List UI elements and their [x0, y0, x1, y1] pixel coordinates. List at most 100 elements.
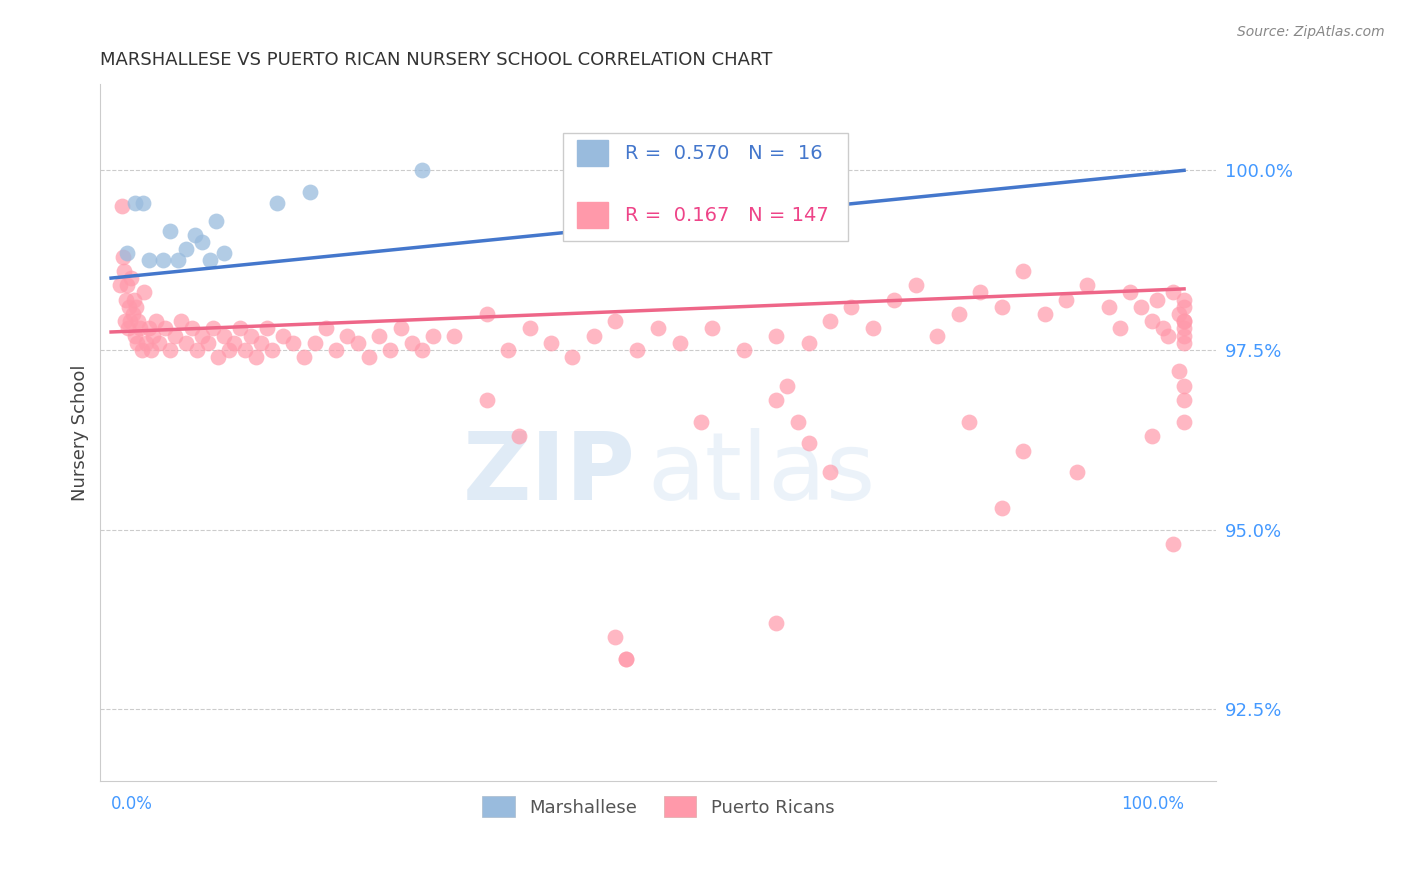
FancyBboxPatch shape [564, 133, 848, 241]
Point [776, 379, 799, 393]
Text: Source: ZipAtlas.com: Source: ZipAtlas.com [1237, 25, 1385, 39]
Point [1163, 537, 1185, 551]
Point [166, 253, 188, 268]
Point [152, 253, 174, 268]
Point [422, 328, 444, 343]
Point [475, 393, 498, 408]
Point [1140, 314, 1163, 328]
Point [325, 343, 347, 357]
Point [283, 335, 305, 350]
Point [582, 328, 605, 343]
Point [180, 321, 202, 335]
Point [115, 246, 138, 260]
Point [1167, 307, 1189, 321]
Point [245, 350, 267, 364]
Point [148, 335, 170, 350]
Point [443, 328, 465, 343]
Point [111, 199, 134, 213]
Point [990, 501, 1012, 516]
Point [127, 314, 149, 328]
Point [1098, 300, 1121, 314]
Point [411, 163, 433, 178]
Point [605, 314, 627, 328]
Point [170, 314, 193, 328]
Point [174, 243, 197, 257]
Point [111, 250, 134, 264]
Point [862, 321, 884, 335]
Point [121, 271, 143, 285]
Point [927, 328, 949, 343]
Point [1108, 321, 1130, 335]
Point [786, 415, 808, 429]
Point [1054, 293, 1077, 307]
Point [1173, 393, 1195, 408]
Point [818, 465, 841, 479]
Point [239, 328, 262, 343]
Point [224, 335, 246, 350]
Point [292, 350, 315, 364]
Text: R =  0.167   N = 147: R = 0.167 N = 147 [624, 206, 828, 225]
Point [233, 343, 256, 357]
Point [159, 224, 181, 238]
Point [271, 328, 294, 343]
Point [202, 321, 225, 335]
Point [1163, 285, 1185, 300]
Point [1033, 307, 1056, 321]
Point [614, 652, 637, 666]
Point [191, 328, 214, 343]
Point [1173, 328, 1195, 343]
Point [1140, 429, 1163, 443]
Point [115, 293, 138, 307]
Text: R =  0.570   N =  16: R = 0.570 N = 16 [624, 144, 823, 162]
Point [266, 195, 288, 210]
Point [129, 321, 152, 335]
Point [250, 335, 273, 350]
Point [797, 436, 820, 450]
Point [561, 350, 583, 364]
Point [186, 343, 208, 357]
Point [626, 343, 648, 357]
Point [765, 328, 787, 343]
Point [1173, 293, 1195, 307]
Point [1130, 300, 1153, 314]
Point [142, 328, 165, 343]
Point [131, 343, 153, 357]
Legend: Marshallese, Puerto Ricans: Marshallese, Puerto Ricans [475, 789, 842, 824]
Point [948, 307, 970, 321]
Point [1173, 379, 1195, 393]
Point [132, 195, 155, 210]
Point [198, 253, 221, 268]
Point [1173, 415, 1195, 429]
Point [1119, 285, 1142, 300]
Point [124, 328, 146, 343]
Point [108, 278, 131, 293]
Point [347, 335, 370, 350]
Point [1173, 335, 1195, 350]
Point [508, 429, 530, 443]
Point [212, 328, 235, 343]
Point [1167, 364, 1189, 378]
Point [118, 300, 141, 314]
Point [540, 335, 562, 350]
Point [765, 615, 787, 630]
Point [797, 335, 820, 350]
Point [411, 343, 433, 357]
Point [135, 335, 157, 350]
Point [990, 300, 1012, 314]
Point [134, 285, 156, 300]
Point [1173, 300, 1195, 314]
Point [298, 185, 321, 199]
Point [117, 321, 139, 335]
Point [1012, 264, 1035, 278]
Point [165, 328, 187, 343]
Point [125, 335, 148, 350]
Point [260, 343, 283, 357]
Point [401, 335, 423, 350]
Point [159, 343, 181, 357]
Point [519, 321, 541, 335]
Point [690, 415, 713, 429]
Point [122, 293, 145, 307]
Text: MARSHALLESE VS PUERTO RICAN NURSERY SCHOOL CORRELATION CHART: MARSHALLESE VS PUERTO RICAN NURSERY SCHO… [100, 51, 773, 69]
Point [841, 300, 863, 314]
Point [496, 343, 519, 357]
